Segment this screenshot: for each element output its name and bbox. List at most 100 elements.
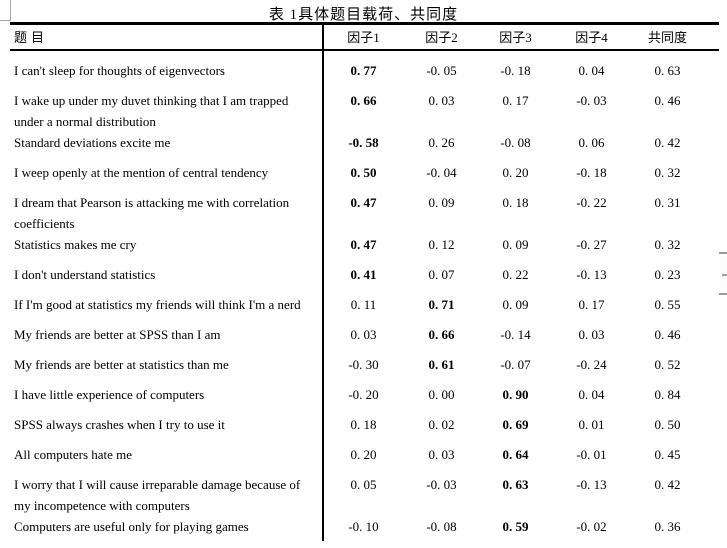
value-cell: 0. 42 [654,476,681,492]
item-cell: Computers are useful only for playing ga… [0,516,322,537]
value-cell: -0. 18 [500,62,531,78]
item-text-line: I worry that I will cause irreparable da… [14,476,301,492]
item-text-line: My friends are better at statistics than… [14,356,229,372]
value-cell: 0. 18 [350,416,377,432]
value-cell: 0. 03 [428,92,455,108]
value-cell: 0. 47 [350,194,377,210]
value-cell: 0. 46 [654,92,681,108]
scrollbar-fragment[interactable] [719,252,727,295]
value-cell: 0. 09 [428,194,455,210]
table-row: I weep openly at the mention of central … [0,157,727,187]
header-factor-3: 因子3 [499,30,532,45]
value-cell: -0. 10 [348,518,379,534]
value-cell: 0. 07 [428,266,455,282]
scrollbar-thumb-mark [722,274,727,276]
item-text-line: I don't understand statistics [14,266,156,282]
table-row: I don't understand statistics 0. 41 0. 0… [0,259,727,289]
header-communality: 共同度 [647,30,687,45]
table-row: I wake up under my duvet thinking that I… [0,85,727,136]
value-cell: -0. 30 [348,356,379,372]
value-cell: 0. 61 [428,356,455,372]
value-cell: 0. 18 [502,194,529,210]
table-row: My friends are better at statistics than… [0,349,727,379]
value-cell: -0. 05 [426,62,457,78]
value-cell: -0. 03 [426,476,457,492]
value-cell: 0. 02 [428,416,455,432]
column-divider-rule [322,22,324,541]
item-cell: I dream that Pearson is attacking me wit… [0,192,322,234]
item-cell: I have little experience of computers [0,384,322,405]
value-cell: 0. 20 [502,164,529,180]
value-cell: 0. 63 [654,62,681,78]
value-cell: -0. 07 [500,356,531,372]
value-cell: 0. 42 [654,134,681,150]
value-cell: 0. 63 [502,476,529,492]
item-cell: I wake up under my duvet thinking that I… [0,90,322,132]
value-cell: 0. 03 [428,446,455,462]
value-cell: 0. 52 [654,356,681,372]
table-row: Statistics makes me cry 0. 47 0. 12 0. 0… [0,229,727,259]
value-cell: 0. 00 [428,386,455,402]
value-cell: 0. 31 [654,194,681,210]
value-cell: 0. 26 [428,134,455,150]
value-cell: 0. 50 [654,416,681,432]
value-cell: 0. 77 [350,62,377,78]
table-row: My friends are better at SPSS than I am … [0,319,727,349]
value-cell: 0. 66 [428,326,455,342]
item-text-line: Computers are useful only for playing ga… [14,518,249,534]
value-cell: 0. 59 [502,518,529,534]
item-cell: SPSS always crashes when I try to use it [0,414,322,435]
table-row: All computers hate me 0. 20 0. 03 0. 64 … [0,439,727,469]
item-text-line: I wake up under my duvet thinking that I… [14,92,289,108]
table-row: I worry that I will cause irreparable da… [0,469,727,520]
item-text-line: I dream that Pearson is attacking me wit… [14,194,290,210]
value-cell: -0. 22 [576,194,607,210]
item-text-line: under a normal distribution [14,113,156,129]
value-cell: 0. 01 [578,416,605,432]
table-row: SPSS always crashes when I try to use it… [0,409,727,439]
item-text-line: I weep openly at the mention of central … [14,164,269,180]
value-cell: 0. 17 [502,92,529,108]
value-cell: -0. 08 [426,518,457,534]
value-cell: 0. 84 [654,386,681,402]
value-cell: -0. 20 [348,386,379,402]
value-cell: 0. 71 [428,296,455,312]
value-cell: -0. 58 [348,134,379,150]
table-row: I dream that Pearson is attacking me wit… [0,187,727,238]
item-text-line: My friends are better at SPSS than I am [14,326,221,342]
table-row: I have little experience of computers -0… [0,379,727,409]
value-cell: 0. 11 [350,296,377,312]
item-text-line: I can't sleep for thoughts of eigenvecto… [14,62,225,78]
item-text-line: Standard deviations excite me [14,134,171,150]
value-cell: 0. 22 [502,266,529,282]
value-cell: -0. 18 [576,164,607,180]
value-cell: 0. 32 [654,164,681,180]
value-cell: 0. 05 [350,476,377,492]
item-text-line: SPSS always crashes when I try to use it [14,416,225,432]
table-row: Computers are useful only for playing ga… [0,511,727,541]
item-cell: I can't sleep for thoughts of eigenvecto… [0,60,322,81]
value-cell: 0. 06 [578,134,605,150]
header-factor-4: 因子4 [575,30,608,45]
value-cell: -0. 03 [576,92,607,108]
value-cell: 0. 47 [350,236,377,252]
value-cell: 0. 50 [350,164,377,180]
item-cell: All computers hate me [0,444,322,465]
item-text-line: All computers hate me [14,446,133,462]
table-row: I can't sleep for thoughts of eigenvecto… [0,55,727,85]
item-cell: My friends are better at statistics than… [0,354,322,375]
value-cell: 0. 90 [502,386,529,402]
value-cell: 0. 09 [502,236,529,252]
value-cell: 0. 03 [350,326,377,342]
item-cell: I worry that I will cause irreparable da… [0,474,322,516]
header-bottom-rule [10,49,719,51]
item-text-line: my incompetence with computers [14,497,190,513]
value-cell: 0. 20 [350,446,377,462]
value-cell: -0. 27 [576,236,607,252]
value-cell: 0. 09 [502,296,529,312]
value-cell: 0. 36 [654,518,681,534]
header-factor-2: 因子2 [425,30,458,45]
item-cell: Statistics makes me cry [0,234,322,255]
item-cell: I don't understand statistics [0,264,322,285]
